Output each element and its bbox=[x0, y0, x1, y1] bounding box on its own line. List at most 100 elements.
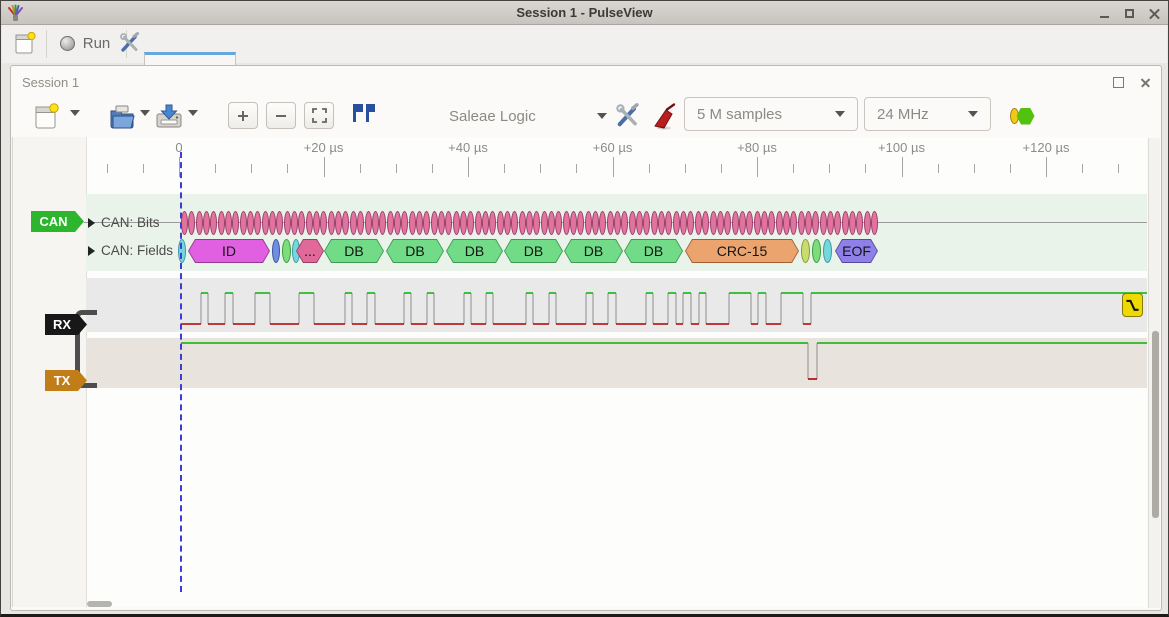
channel-tag-tx[interactable]: TX bbox=[45, 370, 87, 391]
can-bit-annotation bbox=[856, 211, 864, 235]
vertical-scrollbar-thumb[interactable] bbox=[1152, 331, 1159, 518]
save-button[interactable] bbox=[152, 99, 186, 133]
channels-button[interactable] bbox=[649, 100, 679, 132]
can-field-DB: DB bbox=[504, 239, 563, 263]
horizontal-scrollbar-thumb[interactable] bbox=[87, 601, 112, 607]
new-view-dropdown[interactable] bbox=[70, 110, 80, 116]
ruler-tick-label: +80 µs bbox=[737, 140, 777, 155]
can-bit-annotation bbox=[503, 211, 511, 235]
ruler-major-tick bbox=[1046, 157, 1047, 177]
ruler-minor-tick bbox=[432, 164, 433, 173]
can-bit-annotation bbox=[790, 211, 798, 235]
can-field-bit bbox=[801, 239, 810, 263]
ruler-minor-tick bbox=[829, 164, 830, 173]
row-label-can-fields: CAN: Fields bbox=[88, 243, 173, 258]
can-bit-annotation bbox=[327, 211, 335, 235]
can-bit-annotation bbox=[496, 211, 504, 235]
open-folder-icon bbox=[110, 105, 135, 129]
ruler-tick-label: 0 bbox=[175, 140, 183, 155]
ruler-minor-tick bbox=[287, 164, 288, 173]
expander-icon[interactable] bbox=[88, 217, 95, 228]
open-button[interactable] bbox=[106, 99, 138, 133]
show-cursors-button[interactable] bbox=[348, 100, 378, 132]
toolbar-separator bbox=[46, 30, 47, 58]
can-bit-annotation bbox=[768, 211, 776, 235]
run-button[interactable]: Run bbox=[52, 30, 118, 56]
can-bit-annotation bbox=[393, 211, 401, 235]
dock-float-button[interactable] bbox=[1109, 74, 1127, 90]
zoom-out-icon bbox=[276, 114, 286, 117]
can-field-label: ... bbox=[304, 243, 316, 259]
decoder-tag-can[interactable]: CAN bbox=[31, 211, 84, 232]
rx-row-background bbox=[86, 278, 1147, 332]
save-dropdown[interactable] bbox=[188, 110, 198, 116]
add-decoder-button[interactable] bbox=[1007, 106, 1037, 126]
can-bit-annotation bbox=[738, 211, 746, 235]
device-config-button[interactable] bbox=[613, 101, 643, 131]
can-bit-annotation bbox=[203, 211, 211, 235]
can-bit-annotation bbox=[848, 211, 856, 235]
decoder-hex-icon bbox=[1016, 107, 1035, 125]
maximize-button[interactable] bbox=[1120, 5, 1138, 21]
chevron-down-icon bbox=[597, 113, 607, 119]
vertical-scrollbar[interactable] bbox=[1148, 138, 1160, 608]
ruler-minor-tick bbox=[504, 164, 505, 173]
maximize-icon bbox=[1124, 8, 1134, 18]
can-field-bit bbox=[812, 239, 821, 263]
can-field-DB: DB bbox=[624, 239, 683, 263]
chevron-down-icon bbox=[140, 110, 150, 116]
zoom-in-button[interactable] bbox=[228, 102, 258, 129]
dock-title: Session 1 bbox=[22, 75, 80, 90]
ruler-tick-label: +120 µs bbox=[1022, 140, 1070, 155]
open-dropdown[interactable] bbox=[140, 110, 150, 116]
ruler-minor-tick bbox=[685, 164, 686, 173]
dock-close-icon bbox=[1141, 77, 1152, 88]
ruler-minor-tick bbox=[540, 164, 541, 173]
new-view-button[interactable] bbox=[30, 99, 62, 133]
zoom-out-button[interactable] bbox=[266, 102, 296, 129]
can-bit-annotation bbox=[606, 211, 614, 235]
can-bit-annotation bbox=[181, 211, 188, 235]
can-field-label: DB bbox=[583, 243, 604, 259]
close-button[interactable] bbox=[1145, 5, 1163, 21]
settings-button[interactable] bbox=[116, 29, 144, 57]
ruler-minor-tick bbox=[143, 164, 144, 173]
can-bit-annotation bbox=[643, 211, 651, 235]
channel-tag-rx[interactable]: RX bbox=[45, 314, 87, 335]
new-session-button[interactable] bbox=[10, 28, 40, 58]
expander-icon[interactable] bbox=[88, 245, 95, 256]
wrench-screwdriver-icon bbox=[120, 32, 139, 52]
time-zero-cursor[interactable] bbox=[180, 152, 182, 592]
window-title: Session 1 - PulseView bbox=[516, 5, 653, 20]
save-icon bbox=[156, 104, 182, 128]
sample-count-value: 5 M samples bbox=[697, 105, 783, 123]
ruler-major-tick bbox=[613, 157, 614, 177]
can-bit-annotation bbox=[430, 211, 438, 235]
chevron-down-icon bbox=[968, 111, 978, 117]
trigger-marker-falling-edge[interactable] bbox=[1122, 293, 1143, 317]
ruler-minor-tick bbox=[215, 164, 216, 173]
run-label: Run bbox=[82, 34, 111, 52]
trace-group-bracket[interactable] bbox=[75, 310, 97, 388]
chevron-down-icon bbox=[70, 110, 80, 116]
can-field-label: CRC-15 bbox=[716, 243, 768, 259]
sample-count-select[interactable]: 5 M samples bbox=[684, 97, 858, 131]
can-field-bit bbox=[272, 239, 280, 263]
ruler-tick-label: +40 µs bbox=[448, 140, 488, 155]
zoom-fit-button[interactable] bbox=[304, 102, 334, 129]
ruler-major-tick bbox=[179, 157, 180, 177]
dock-close-button[interactable] bbox=[1137, 74, 1155, 90]
device-selector[interactable]: Saleae Logic bbox=[449, 99, 607, 133]
ruler-minor-tick bbox=[1010, 164, 1011, 173]
sample-rate-select[interactable]: 24 MHz bbox=[864, 97, 991, 131]
can-bit-annotation bbox=[826, 211, 834, 235]
can-bit-annotation bbox=[592, 211, 600, 235]
ruler-major-tick bbox=[324, 157, 325, 177]
can-bit-annotation bbox=[452, 211, 460, 235]
minimize-button[interactable] bbox=[1095, 5, 1113, 21]
zoom-fit-icon bbox=[311, 108, 327, 123]
can-bit-annotation bbox=[570, 211, 578, 235]
can-bit-annotation bbox=[481, 211, 489, 235]
can-bit-annotation bbox=[562, 211, 570, 235]
can-bit-annotation bbox=[254, 211, 262, 235]
